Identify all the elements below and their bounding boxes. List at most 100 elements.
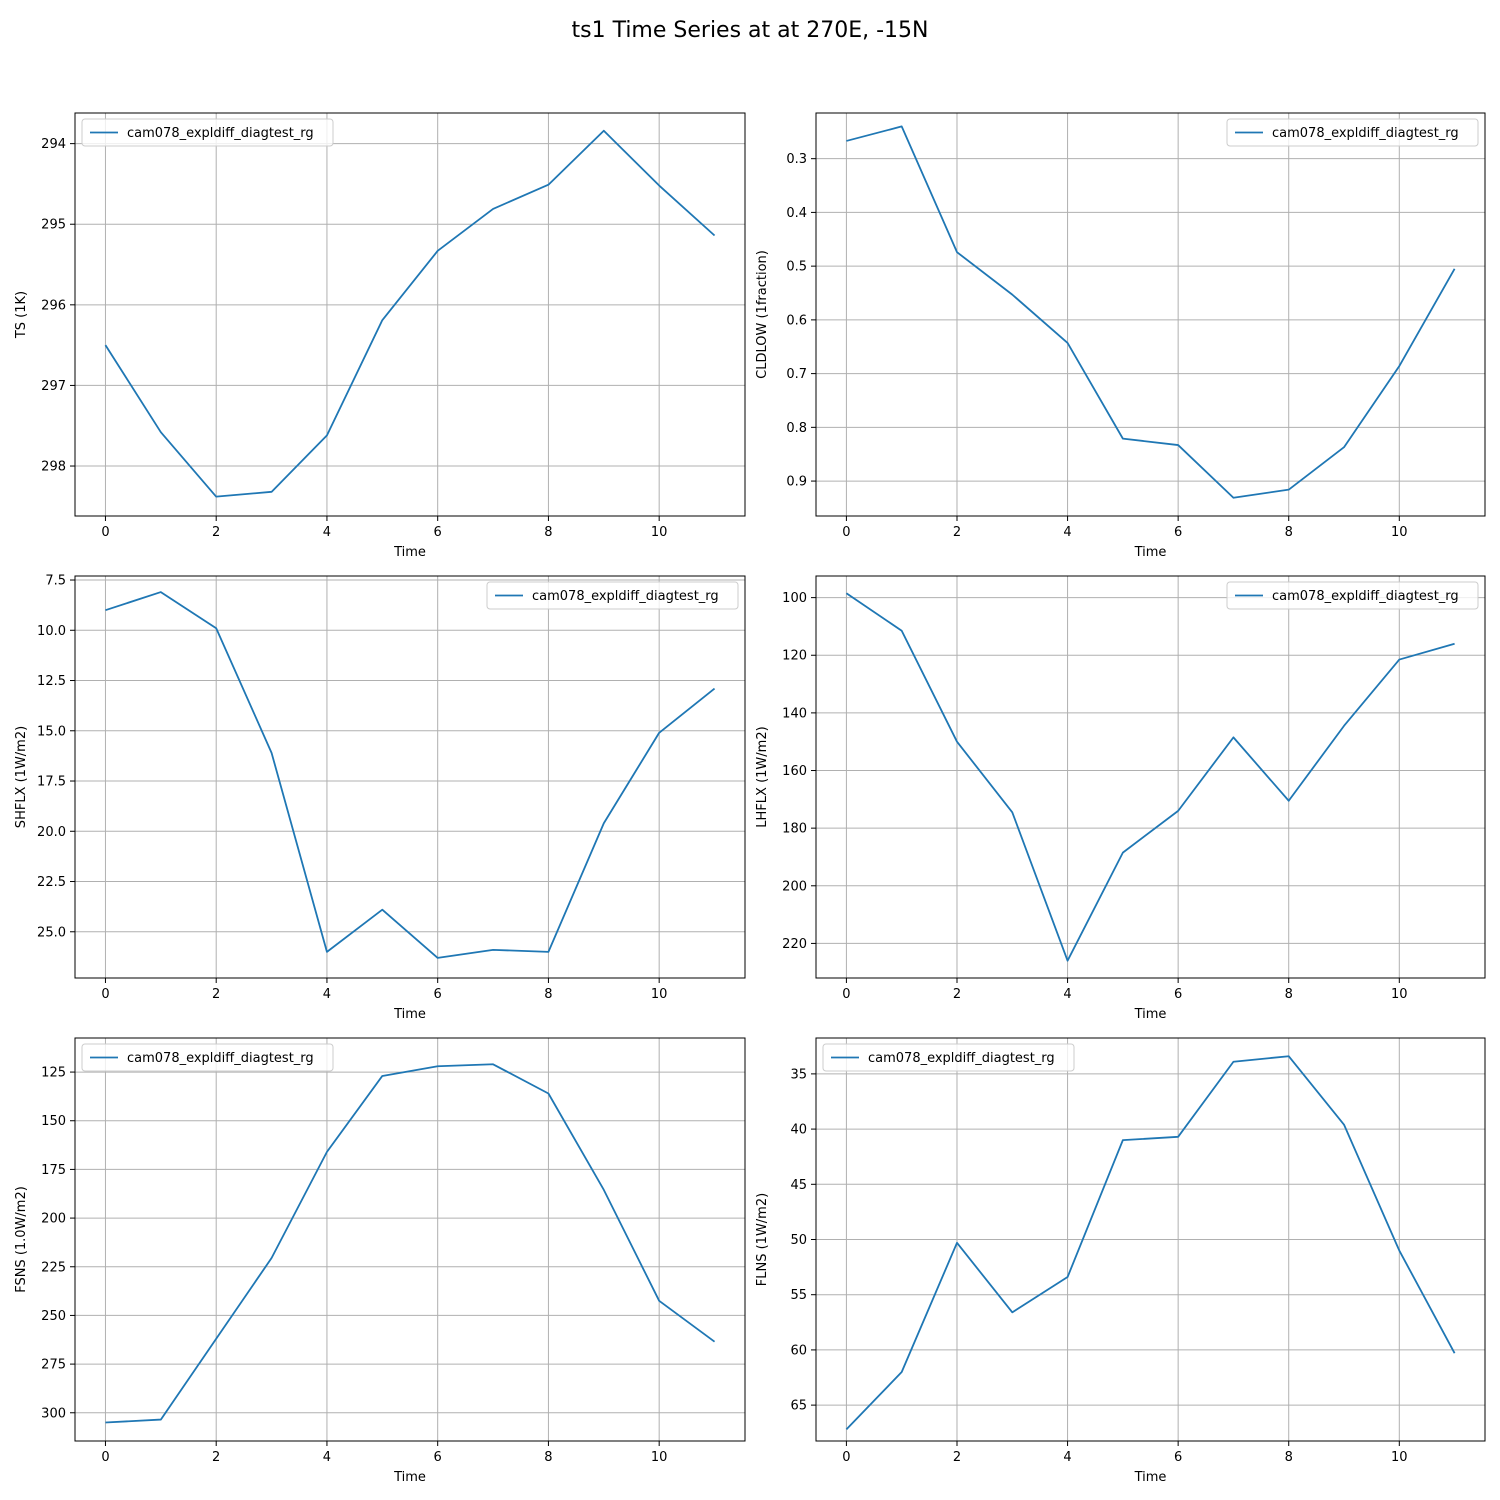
x-tick-label: 8: [1285, 525, 1293, 540]
x-tick-label: 0: [101, 987, 109, 1002]
y-tick-label: 220: [782, 937, 807, 952]
x-tick-label: 6: [1174, 525, 1182, 540]
x-tick-label: 4: [1063, 1450, 1071, 1465]
y-tick-label: 45: [790, 1178, 807, 1193]
y-tick-label: 60: [790, 1343, 807, 1358]
y-tick-label: 294: [41, 137, 66, 152]
x-tick-label: 0: [101, 525, 109, 540]
x-axis-label: Time: [1134, 1007, 1167, 1022]
y-tick-label: 12.5: [37, 674, 66, 689]
x-tick-label: 4: [1063, 525, 1071, 540]
series-line-1: [846, 125, 1456, 499]
legend-label: cam078_expldiff_diagtest_rg: [127, 126, 314, 141]
x-tick-label: 4: [323, 987, 331, 1002]
legend: cam078_expldiff_diagtest_rg: [81, 1043, 334, 1072]
x-tick-label: 0: [842, 987, 850, 1002]
x-tick-label: 6: [434, 987, 442, 1002]
subplot-4: 0 2 4 6 8 10 100 120 140 160 180 200 220 Time LHFLX (1…: [755, 575, 1486, 1022]
subplot-5: 0 2 4 6 8 10 125 150 175 200 225 250 275 300 Time FSNS …: [14, 1037, 746, 1485]
x-tick-label: 10: [651, 525, 668, 540]
subplot-6: 0 2 4 6 8 10 35 40 45 50 55 60 65 Time FLNS (1W/m2) cam…: [755, 1037, 1486, 1485]
y-tick-label: 50: [790, 1233, 807, 1248]
y-tick-label: 150: [41, 1114, 66, 1129]
x-axis-label: Time: [393, 545, 426, 560]
axes-frame: [74, 1037, 746, 1442]
y-axis-label: FSNS (1.0W/m2): [14, 1186, 29, 1293]
y-tick-label: 200: [782, 879, 807, 894]
x-tick-label: 0: [101, 1450, 109, 1465]
x-tick-label: 8: [544, 987, 552, 1002]
y-tick-label: 0.7: [786, 367, 807, 382]
x-tick-label: 2: [953, 987, 961, 1002]
y-tick-label: 120: [782, 649, 807, 664]
y-tick-label: 125: [41, 1066, 66, 1081]
legend-label: cam078_expldiff_diagtest_rg: [1272, 589, 1459, 604]
y-tick-label: 0.8: [786, 421, 807, 436]
x-tick-label: 6: [434, 1450, 442, 1465]
x-tick-label: 2: [212, 1450, 220, 1465]
x-tick-label: 6: [434, 525, 442, 540]
subplot-2: 0 2 4 6 8 10 0.3 0.4 0.5 0.6 0.7 0.8 0.9 Time CLDLOW (…: [755, 112, 1486, 560]
y-tick-label: 250: [41, 1309, 66, 1324]
x-tick-label: 8: [1285, 987, 1293, 1002]
y-tick-label: 225: [41, 1260, 66, 1275]
subplot-1: 0 2 4 6 8 10 294 295 296 297 298 Time TS (1K) cam078_…: [14, 112, 746, 560]
y-tick-label: 0.9: [786, 475, 807, 490]
legend: cam078_expldiff_diagtest_rg: [1226, 581, 1479, 610]
y-tick-label: 10.0: [37, 624, 66, 639]
x-tick-label: 10: [1391, 525, 1408, 540]
y-tick-label: 20.0: [37, 825, 66, 840]
legend-frame: [486, 581, 739, 610]
y-tick-label: 40: [790, 1123, 807, 1138]
y-tick-label: 22.5: [37, 875, 66, 890]
x-tick-label: 8: [1285, 1450, 1293, 1465]
y-tick-label: 0.4: [786, 206, 807, 221]
subplot-3: 0 2 4 6 8 10 7.5 10.0 12.5 15.0 17.5 20.0 22.5 25.0 Ti…: [14, 574, 746, 1022]
y-tick-label: 7.5: [45, 574, 66, 589]
y-tick-label: 140: [782, 706, 807, 721]
x-tick-label: 2: [212, 525, 220, 540]
y-tick-label: 65: [790, 1399, 807, 1414]
x-tick-label: 10: [1391, 1450, 1408, 1465]
y-axis-label: LHFLX (1W/m2): [755, 726, 770, 827]
axes-frame: [74, 575, 746, 979]
x-tick-label: 6: [1174, 987, 1182, 1002]
legend: cam078_expldiff_diagtest_rg: [81, 118, 334, 147]
series-line-1: [845, 1055, 1456, 1431]
subplot-grid: 0 2 4 6 8 10 294 295 296 297 298 Time TS (1K) cam078_…: [14, 112, 1486, 1485]
legend-label: cam078_expldiff_diagtest_rg: [868, 1051, 1055, 1066]
series-line-1: [845, 592, 1455, 962]
y-tick-label: 298: [41, 460, 66, 475]
figure-title: ts1 Time Series at at 270E, -15N: [571, 18, 928, 43]
x-axis-label: Time: [1134, 1470, 1167, 1485]
legend-frame: [822, 1043, 1075, 1072]
legend-label: cam078_expldiff_diagtest_rg: [127, 1051, 314, 1066]
y-tick-label: 25.0: [37, 925, 66, 940]
y-tick-label: 180: [782, 822, 807, 837]
legend: cam078_expldiff_diagtest_rg: [822, 1043, 1075, 1072]
y-tick-label: 15.0: [37, 724, 66, 739]
x-tick-label: 6: [1174, 1450, 1182, 1465]
series-line-1: [105, 591, 716, 959]
x-tick-label: 0: [842, 525, 850, 540]
legend: cam078_expldiff_diagtest_rg: [486, 581, 739, 610]
y-tick-label: 295: [41, 218, 66, 233]
x-tick-label: 2: [953, 1450, 961, 1465]
y-axis-label: TS (1K): [14, 291, 29, 339]
y-tick-label: 200: [41, 1212, 66, 1227]
y-tick-label: 297: [41, 379, 66, 394]
y-tick-label: 0.5: [786, 260, 807, 275]
y-tick-label: 0.6: [786, 313, 807, 328]
x-tick-label: 2: [212, 987, 220, 1002]
series-line-1: [105, 1063, 716, 1424]
x-tick-label: 4: [323, 525, 331, 540]
axes-frame: [74, 112, 746, 517]
y-tick-label: 300: [41, 1406, 66, 1421]
y-tick-label: 296: [41, 298, 66, 313]
x-tick-label: 10: [651, 987, 668, 1002]
x-tick-label: 4: [1063, 987, 1071, 1002]
y-tick-label: 175: [41, 1163, 66, 1178]
x-tick-label: 2: [953, 525, 961, 540]
y-tick-label: 55: [790, 1288, 807, 1303]
legend-frame: [1226, 581, 1479, 610]
